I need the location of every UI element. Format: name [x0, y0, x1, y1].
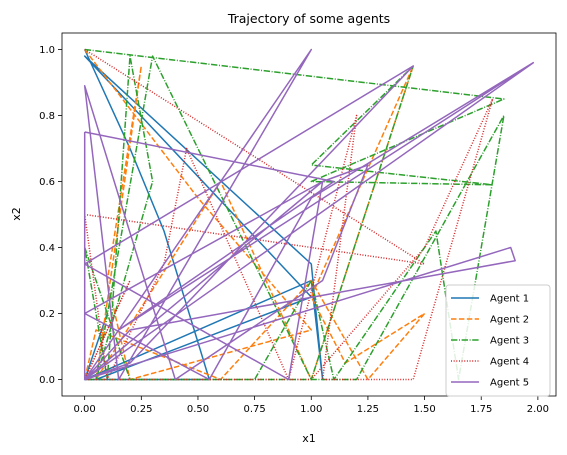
- legend-label: Agent 2: [490, 315, 529, 326]
- x-tick-label: 1.00: [300, 404, 322, 415]
- y-tick-label: 0.2: [39, 309, 55, 320]
- x-tick-label: 1.50: [413, 404, 435, 415]
- y-tick-label: 1.0: [39, 45, 55, 56]
- legend-label: Agent 3: [490, 336, 529, 347]
- y-tick-label: 0.0: [39, 375, 55, 386]
- series-line-4: [83, 48, 494, 381]
- y-tick-label: 0.4: [39, 243, 55, 254]
- legend-label: Agent 4: [490, 357, 529, 368]
- y-tick-label: 0.6: [39, 177, 55, 188]
- series-line-2: [83, 49, 426, 381]
- x-axis-ticks: 0.00 0.25 0.50 0.75 1.00 1.25 1.50 1.75 2.00: [74, 396, 549, 415]
- legend-label: Agent 5: [490, 378, 529, 389]
- x-tick-label: 0.00: [74, 404, 96, 415]
- legend-box: [445, 284, 551, 397]
- legend-label: Agent 1: [490, 294, 529, 305]
- series-line-5: [83, 48, 535, 381]
- x-tick-label: 0.25: [130, 404, 152, 415]
- y-tick-label: 0.8: [39, 111, 55, 122]
- legend: Agent 1 Agent 2 Agent 3 Agent 4 Agent 5: [445, 284, 551, 397]
- x-tick-label: 0.75: [243, 404, 265, 415]
- chart-title: Trajectory of some agents: [227, 11, 390, 26]
- x-tick-label: 0.50: [187, 404, 209, 415]
- plot-frame: [61, 32, 557, 397]
- x-tick-label: 1.25: [357, 404, 379, 415]
- x-tick-label: 1.75: [470, 404, 492, 415]
- x-axis-label: x1: [302, 432, 316, 445]
- y-axis-ticks: 0.0 0.2 0.4 0.6 0.8 1.0: [39, 45, 62, 386]
- x-tick-label: 2.00: [527, 404, 549, 415]
- y-axis-label: x2: [10, 207, 23, 221]
